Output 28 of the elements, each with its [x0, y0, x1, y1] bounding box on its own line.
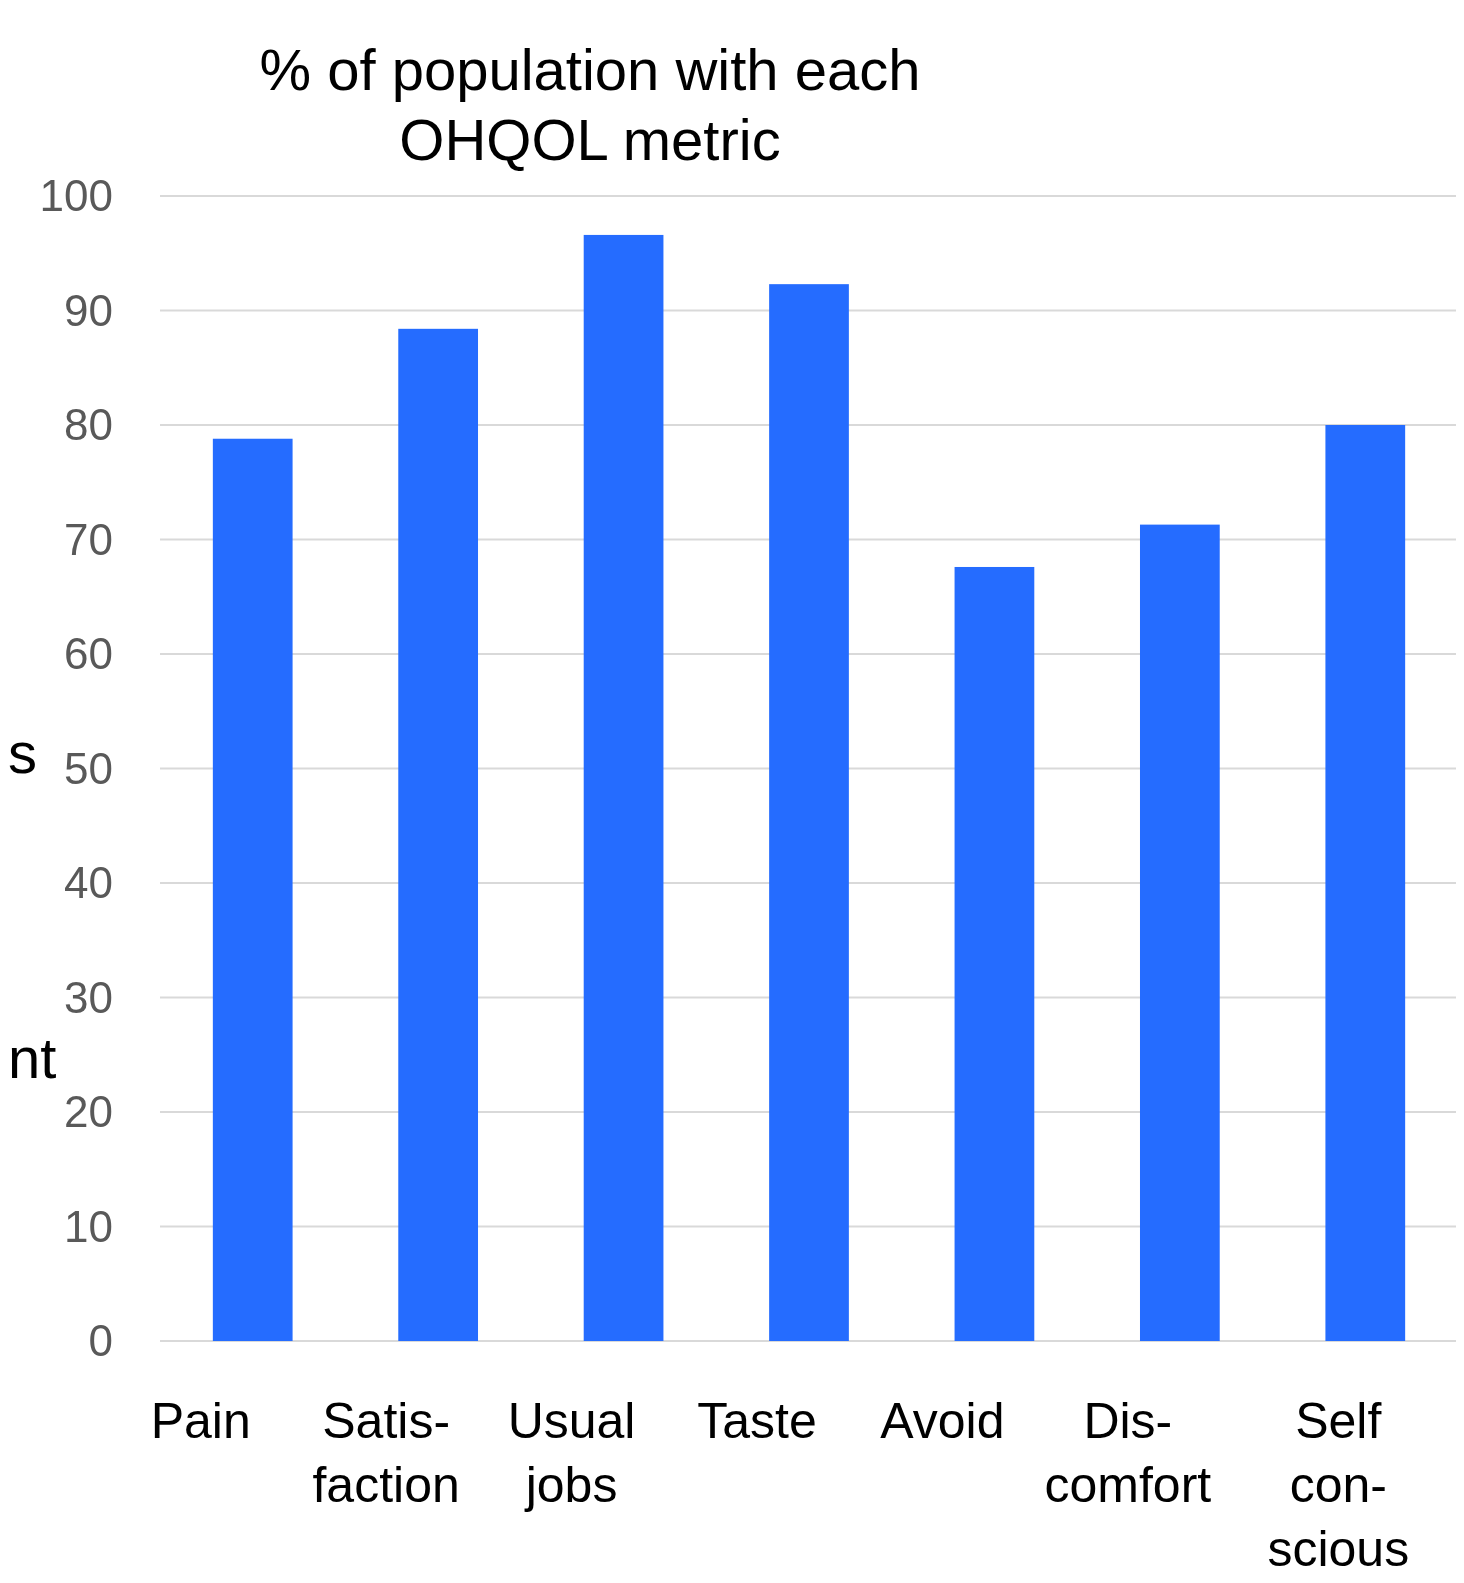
- x-tick-label: Pain: [150, 1393, 251, 1449]
- y-tick-label: 40: [64, 858, 113, 908]
- y-tick-label: 90: [64, 285, 113, 335]
- x-tick-label: Self con- scious: [1267, 1393, 1410, 1577]
- y-tick-label: 20: [64, 1087, 113, 1137]
- y-tick-label: 80: [64, 400, 113, 450]
- y-tick-label: 30: [64, 972, 113, 1022]
- chart-title: % of population with each OHQOL metric: [259, 37, 921, 172]
- bar: [1325, 425, 1406, 1341]
- x-tick-label: Dis- comfort: [1044, 1393, 1212, 1513]
- y-tick-label: 100: [39, 171, 113, 221]
- x-tick-label: Avoid: [880, 1393, 1005, 1449]
- bar: [954, 566, 1035, 1341]
- x-tick-label: Usual jobs: [507, 1393, 636, 1513]
- x-tick-label: Taste: [697, 1393, 817, 1449]
- text: s: [8, 720, 37, 785]
- y-tick-label: 50: [64, 743, 113, 793]
- y-tick-label: 60: [64, 629, 113, 679]
- bar: [212, 438, 293, 1341]
- bar: [583, 234, 664, 1341]
- bar: [769, 284, 849, 1341]
- bar: [1139, 524, 1220, 1341]
- y-tick-label: 70: [64, 514, 113, 564]
- y-tick-label: 0: [88, 1316, 113, 1366]
- text: nt: [8, 1025, 57, 1090]
- x-tick-label: Satis- faction: [312, 1393, 460, 1513]
- bar: [398, 328, 479, 1341]
- y-tick-label: 10: [64, 1201, 113, 1251]
